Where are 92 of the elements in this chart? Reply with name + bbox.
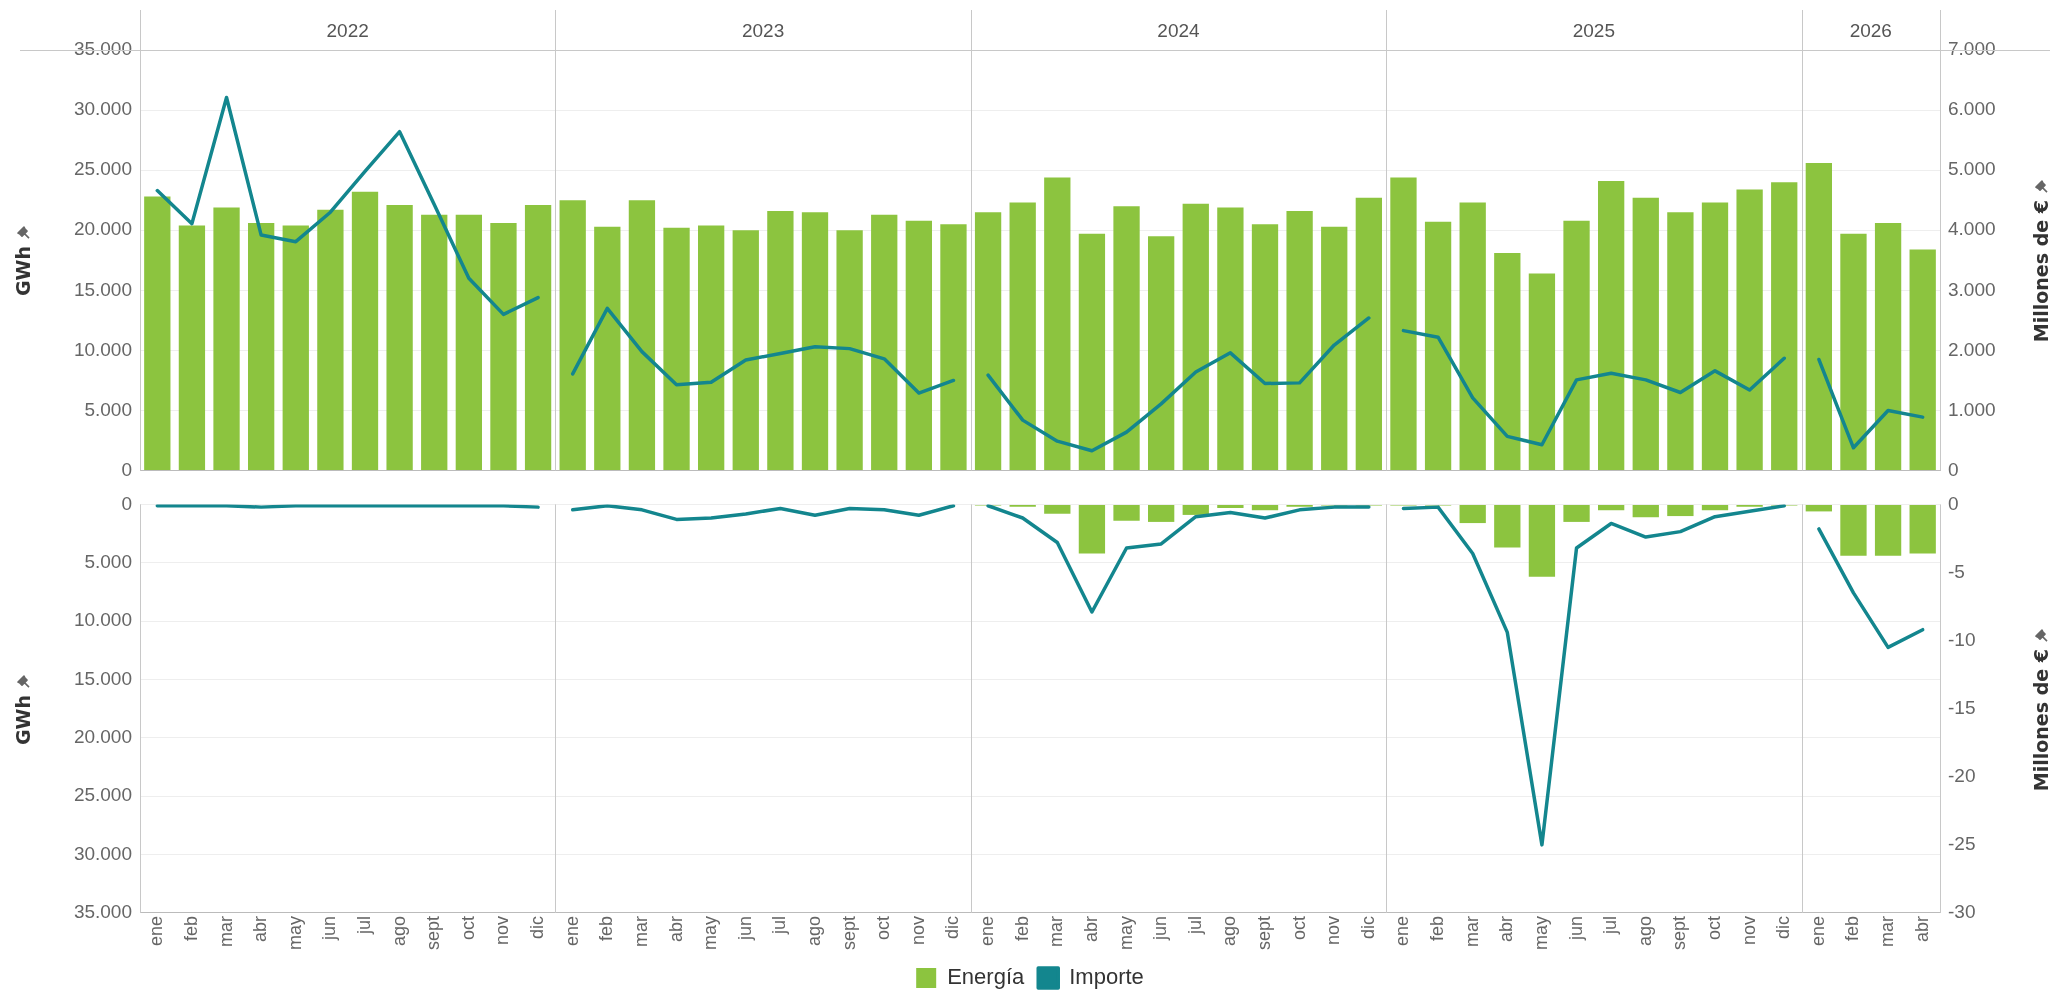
y2-tick-label: -5 [1948,560,1965,582]
y-tick-label: 15.000 [73,278,132,300]
x-tick-label: feb [1427,915,1448,942]
x-tick-label: mar [1046,915,1067,947]
x-tick-label: feb [1011,915,1032,942]
text: 2026 [1849,20,1892,42]
x-tick-label: jun [734,915,755,942]
x-tick-label: oct [873,915,894,940]
y-tick-label: 20.000 [73,218,132,240]
x-tick-label: abr [1911,915,1932,942]
text: 2022 [326,20,369,42]
y-axis-title: GWh [12,694,34,745]
legend-label: Importe [1069,964,1144,990]
y2-tick-label: 0 [1948,458,1959,480]
x-tick-label: may [1530,915,1551,950]
x-tick-label: mar [215,915,236,947]
y2-tick-label: 6.000 [1948,98,1996,120]
y2-tick-label: 5.000 [1948,158,1996,180]
x-tick-label: dic [942,915,963,939]
x-tick-label: abr [665,915,686,942]
x-tick-label: jul [1184,915,1205,935]
y2-tick-label: -30 [1948,901,1976,923]
x-tick-label: ene [977,915,998,947]
y2-tick-label: 0 [1948,492,1959,514]
x-tick-label: dic [1773,915,1794,939]
y2-tick-label: -15 [1948,696,1976,718]
x-tick-label: feb [596,915,617,942]
x-tick-label: mar [1461,915,1482,947]
y2-tick-label: 2.000 [1948,338,1996,360]
x-tick-label: ago [388,915,409,947]
x-tick-label: ene [1807,915,1828,947]
x-tick-label: jun [1150,915,1171,942]
x-tick-label: mar [1877,915,1898,947]
x-tick-label: dic [527,915,548,939]
x-tick-label: ago [803,915,824,947]
x-tick-label: oct [457,915,478,940]
x-tick-label: sept [1253,915,1274,951]
x-tick-label: nov [1323,915,1344,946]
x-tick-label: jul [353,915,374,935]
x-tick-label: jun [319,915,340,942]
x-tick-label: jul [769,915,790,935]
x-tick-label: nov [1738,915,1759,946]
y2-axis-title: Millones de € [2030,648,2052,791]
x-tick-label: abr [1496,915,1517,942]
y-tick-label: 25.000 [73,158,132,180]
y-tick-label: 35.000 [73,901,132,923]
y-tick-label: 0 [121,492,132,514]
y-tick-label: 5.000 [84,551,132,572]
y-tick-label: 0 [121,458,132,480]
x-tick-label: may [284,915,305,950]
text: 2025 [1572,20,1615,42]
x-tick-label: nov [492,915,513,946]
y-tick-label: 30.000 [73,98,132,120]
x-tick-label: ago [1634,915,1655,947]
x-tick-label: sept [423,915,444,951]
y-tick-label: 10.000 [73,338,132,360]
x-tick-label: ene [561,915,582,947]
y2-tick-label: -25 [1948,833,1976,855]
y2-axis-title: Millones de € [2030,200,2052,343]
x-tick-label: nov [907,915,928,946]
y-tick-label: 30.000 [73,842,132,864]
x-tick-label: abr [250,915,271,942]
y-tick-label: 20.000 [73,726,132,748]
x-tick-label: mar [630,915,651,947]
x-tick-label: sept [1669,915,1690,951]
x-tick-label: ago [1219,915,1240,947]
text: 2024 [1157,20,1201,42]
y2-tick-label: 1.000 [1948,398,1996,420]
y-tick-label: 25.000 [73,784,132,806]
y2-tick-label: -20 [1948,765,1976,787]
x-tick-label: abr [1080,915,1101,942]
y2-tick-label: -10 [1948,628,1976,650]
x-tick-label: jun [1565,915,1586,942]
y-tick-label: 15.000 [73,667,132,689]
x-tick-label: dic [1357,915,1378,939]
x-tick-label: feb [180,915,201,942]
y-tick-label: 5.000 [84,398,132,420]
x-tick-label: feb [1842,915,1863,942]
x-tick-label: may [1115,915,1136,950]
x-tick-label: oct [1288,915,1309,940]
y2-tick-label: 3.000 [1948,278,1996,300]
x-tick-label: jul [1600,915,1621,935]
x-tick-label: ene [1392,915,1413,947]
x-tick-label: ene [146,915,167,947]
legend-label: Energía [947,964,1025,990]
x-tick-label: may [700,915,721,950]
y2-tick-label: 4.000 [1948,218,1996,240]
text: 2023 [741,20,785,42]
x-tick-label: sept [838,915,859,951]
y-tick-label: 10.000 [73,609,132,631]
y-axis-title: GWh [12,246,34,297]
x-tick-label: oct [1703,915,1724,940]
